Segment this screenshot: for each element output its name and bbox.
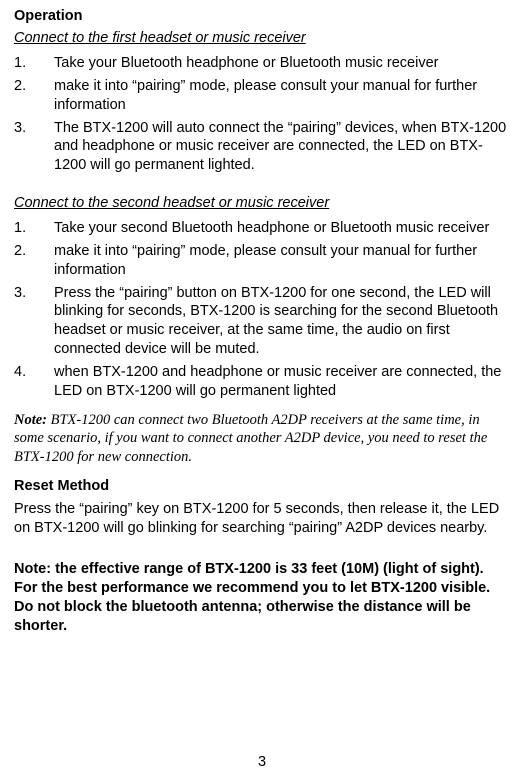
list-item: Press the “pairing” button on BTX-1200 f… bbox=[14, 284, 510, 359]
section2-heading: Connect to the second headset or music r… bbox=[14, 195, 510, 211]
note-body: BTX-1200 can connect two Bluetooth A2DP … bbox=[14, 412, 487, 465]
reset-body: Press the “pairing” key on BTX-1200 for … bbox=[14, 500, 510, 538]
section1-heading: Connect to the first headset or music re… bbox=[14, 30, 510, 46]
note-paragraph: Note: BTX-1200 can connect two Bluetooth… bbox=[14, 411, 510, 467]
list-item: Take your second Bluetooth headphone or … bbox=[14, 219, 510, 238]
list-item: Take your Bluetooth headphone or Bluetoo… bbox=[14, 54, 510, 73]
list-item: when BTX-1200 and headphone or music rec… bbox=[14, 363, 510, 401]
note-label: Note: bbox=[14, 412, 47, 428]
list-item: make it into “pairing” mode, please cons… bbox=[14, 77, 510, 115]
list-item: make it into “pairing” mode, please cons… bbox=[14, 242, 510, 280]
operation-heading: Operation bbox=[14, 8, 510, 24]
range-note: Note: the effective range of BTX-1200 is… bbox=[14, 560, 510, 637]
page-number: 3 bbox=[0, 754, 524, 770]
reset-heading: Reset Method bbox=[14, 478, 510, 494]
list-item: The BTX-1200 will auto connect the “pair… bbox=[14, 119, 510, 176]
section2-steps: Take your second Bluetooth headphone or … bbox=[14, 219, 510, 401]
document-page: Operation Connect to the first headset o… bbox=[0, 0, 524, 780]
section1-steps: Take your Bluetooth headphone or Bluetoo… bbox=[14, 54, 510, 175]
